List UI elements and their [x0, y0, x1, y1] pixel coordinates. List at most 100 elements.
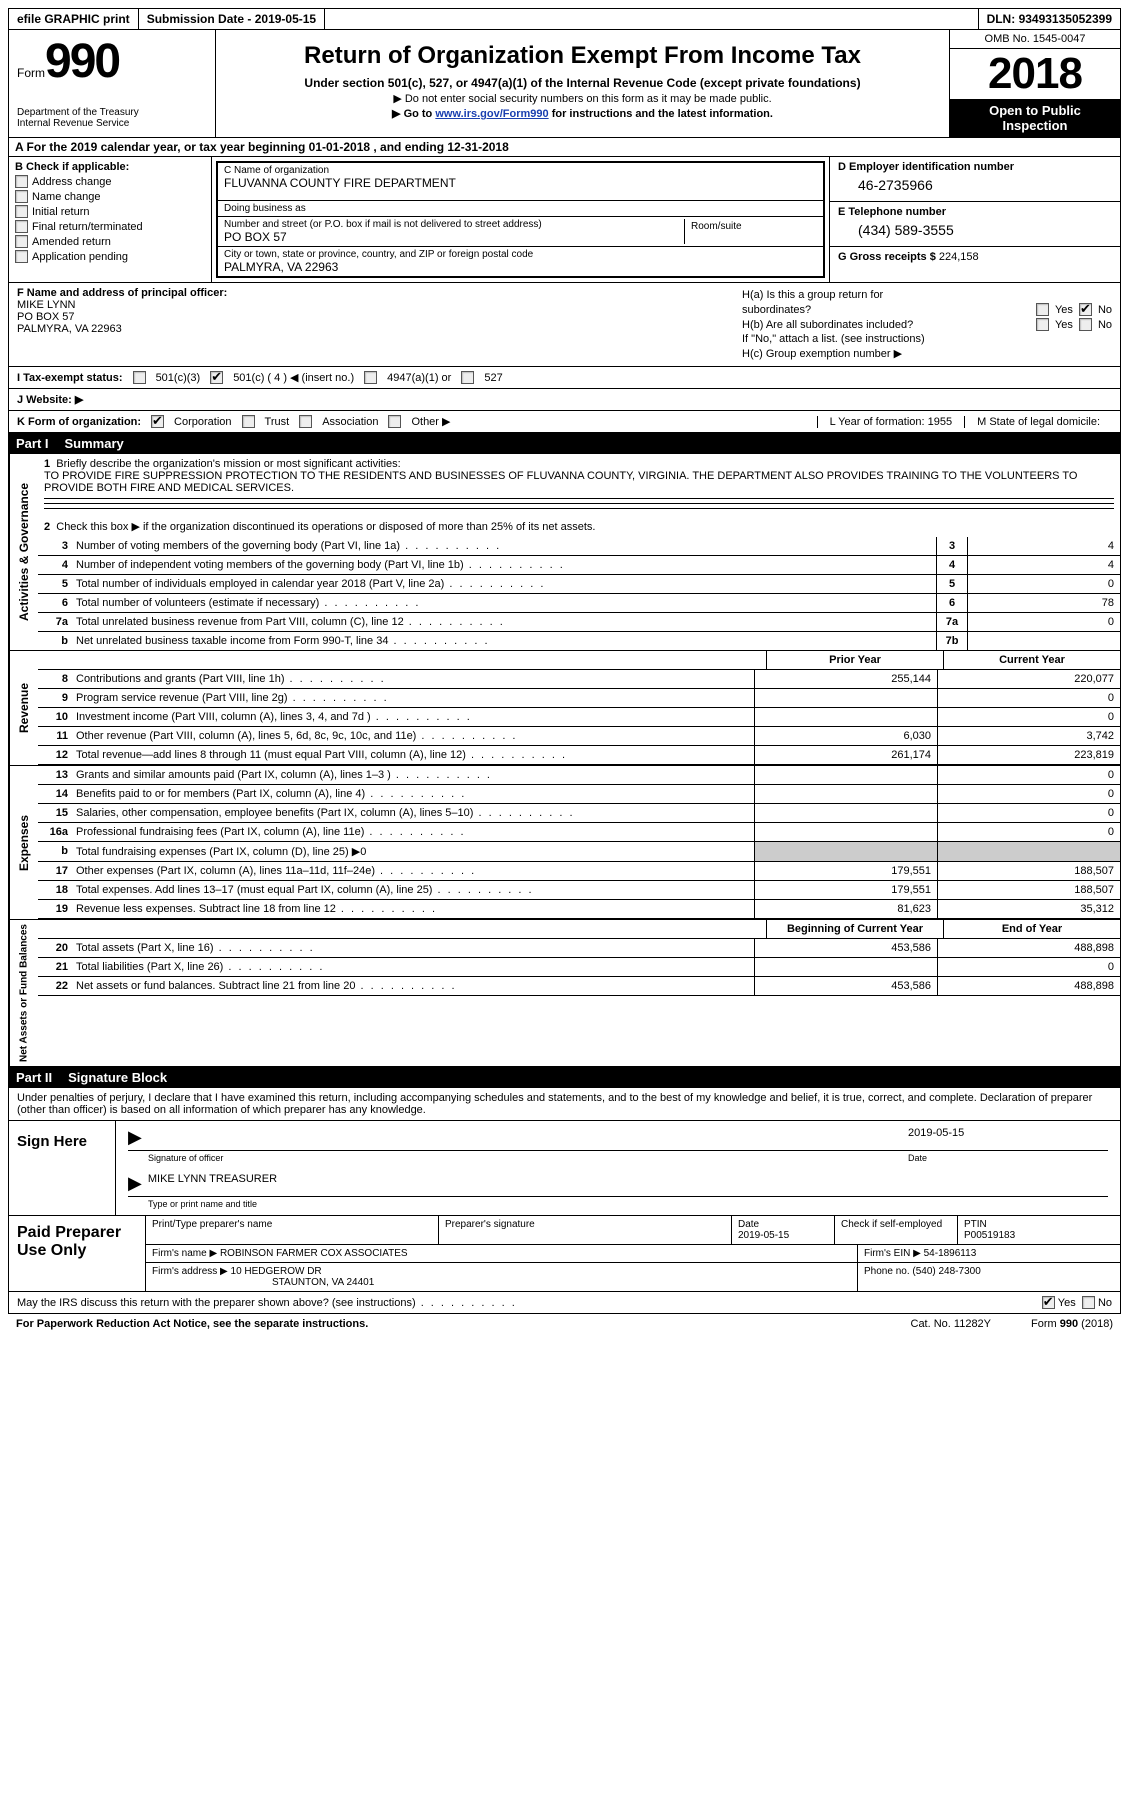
- summary-line-15: 15 Salaries, other compensation, employe…: [38, 804, 1120, 823]
- summary-line-8: 8 Contributions and grants (Part VIII, l…: [38, 670, 1120, 689]
- discuss-no-checkbox[interactable]: [1082, 1296, 1095, 1309]
- cb-527[interactable]: [461, 371, 474, 384]
- cb-4947[interactable]: [364, 371, 377, 384]
- org-box: C Name of organization FLUVANNA COUNTY F…: [216, 161, 825, 278]
- cb-final-return[interactable]: Final return/terminated: [15, 220, 205, 233]
- dept-irs: Internal Revenue Service: [17, 118, 207, 129]
- firm-phone: Phone no. (540) 248-7300: [858, 1263, 1120, 1291]
- i-label: I Tax-exempt status:: [17, 372, 123, 384]
- ha-label: H(a) Is this a group return for: [742, 289, 883, 301]
- gross-value: 224,158: [939, 251, 979, 263]
- firm-address: Firm's address ▶ 10 HEDGEROW DR STAUNTON…: [146, 1263, 858, 1291]
- hb-no-checkbox[interactable]: [1079, 318, 1092, 331]
- mission-label: Briefly describe the organization's miss…: [56, 458, 400, 470]
- officer-name: MIKE LYNN: [17, 299, 726, 311]
- summary-line-b: b Total fundraising expenses (Part IX, c…: [38, 842, 1120, 862]
- cb-amended-return[interactable]: Amended return: [15, 235, 205, 248]
- b-header: B Check if applicable:: [15, 161, 205, 173]
- summary-line-5: 5 Total number of individuals employed i…: [38, 575, 1120, 594]
- form-header: Form 990 Department of the Treasury Inte…: [8, 30, 1121, 138]
- block-bcd: B Check if applicable: Address change Na…: [8, 157, 1121, 283]
- cb-name-change[interactable]: Name change: [15, 190, 205, 203]
- submission-date-label: Submission Date -: [147, 12, 255, 26]
- note-link: ▶ Go to www.irs.gov/Form990 for instruct…: [224, 107, 941, 120]
- top-bar: efile GRAPHIC print Submission Date - 20…: [8, 8, 1121, 30]
- gross-label: G Gross receipts $: [838, 251, 939, 263]
- vtab-expenses: Expenses: [9, 766, 38, 919]
- sign-here-label: Sign Here: [9, 1121, 116, 1215]
- submission-date: Submission Date - 2019-05-15: [139, 9, 325, 29]
- prep-check: Check if self-employed: [835, 1216, 958, 1244]
- cb-trust[interactable]: [242, 415, 255, 428]
- hb-yes-checkbox[interactable]: [1036, 318, 1049, 331]
- hc-label: H(c) Group exemption number ▶: [742, 347, 902, 360]
- summary-line-b: b Net unrelated business taxable income …: [38, 632, 1120, 650]
- summary-line-6: 6 Total number of volunteers (estimate i…: [38, 594, 1120, 613]
- summary-line-11: 11 Other revenue (Part VIII, column (A),…: [38, 727, 1120, 746]
- spacer: [325, 9, 978, 29]
- type-print-label: Type or print name and title: [128, 1199, 1108, 1209]
- line-1: 1 Briefly describe the organization's mi…: [38, 454, 1120, 516]
- cb-application-pending[interactable]: Application pending: [15, 250, 205, 263]
- column-f: F Name and address of principal officer:…: [9, 283, 734, 366]
- net-header: Beginning of Current Year End of Year: [38, 920, 1120, 939]
- ha-yes-checkbox[interactable]: [1036, 303, 1049, 316]
- prep-name-label: Print/Type preparer's name: [146, 1216, 439, 1244]
- street-value: PO BOX 57: [224, 230, 684, 244]
- line-a: A For the 2019 calendar year, or tax yea…: [8, 138, 1121, 157]
- irs-link[interactable]: www.irs.gov/Form990: [435, 108, 548, 120]
- summary-governance: Activities & Governance 1 Briefly descri…: [8, 454, 1121, 651]
- cb-association[interactable]: [299, 415, 312, 428]
- cb-501c[interactable]: [210, 371, 223, 384]
- dln-value: 93493135052399: [1019, 12, 1112, 26]
- hdr-prior: Prior Year: [766, 651, 943, 669]
- sig-officer-label: Signature of officer: [128, 1153, 908, 1163]
- vtab-governance: Activities & Governance: [9, 454, 38, 650]
- vtab-net: Net Assets or Fund Balances: [9, 920, 38, 1066]
- footer: For Paperwork Reduction Act Notice, see …: [8, 1314, 1121, 1334]
- summary-line-17: 17 Other expenses (Part IX, column (A), …: [38, 862, 1120, 881]
- part-2-num: Part II: [16, 1070, 52, 1085]
- summary-expenses: Expenses 13 Grants and similar amounts p…: [8, 766, 1121, 920]
- cb-501c3[interactable]: [133, 371, 146, 384]
- form-title: Return of Organization Exempt From Incom…: [224, 42, 941, 70]
- part-1-num: Part I: [16, 436, 49, 451]
- m-state-domicile: M State of legal domicile:: [964, 416, 1112, 428]
- cb-initial-return[interactable]: Initial return: [15, 205, 205, 218]
- hb-label: H(b) Are all subordinates included?: [742, 319, 1030, 331]
- note-link-pre: ▶ Go to: [392, 108, 435, 120]
- l-year-formation: L Year of formation: 1955: [817, 416, 965, 428]
- cb-other[interactable]: [388, 415, 401, 428]
- room-suite: Room/suite: [685, 219, 817, 244]
- officer-street: PO BOX 57: [17, 311, 726, 323]
- officer-name-title: MIKE LYNN TREASURER: [148, 1173, 277, 1194]
- part-2-title: Signature Block: [68, 1070, 167, 1085]
- summary-line-12: 12 Total revenue—add lines 8 through 11 …: [38, 746, 1120, 765]
- footer-paperwork: For Paperwork Reduction Act Notice, see …: [16, 1318, 368, 1330]
- discuss-row: May the IRS discuss this return with the…: [9, 1291, 1120, 1313]
- discuss-yes-checkbox[interactable]: [1042, 1296, 1055, 1309]
- hdr-end: End of Year: [943, 920, 1120, 938]
- street-label: Number and street (or P.O. box if mail i…: [224, 219, 684, 230]
- org-name: FLUVANNA COUNTY FIRE DEPARTMENT: [224, 176, 817, 190]
- cb-address-change[interactable]: Address change: [15, 175, 205, 188]
- header-center: Return of Organization Exempt From Incom…: [216, 30, 949, 137]
- prep-sig-label: Preparer's signature: [439, 1216, 732, 1244]
- summary-line-3: 3 Number of voting members of the govern…: [38, 537, 1120, 556]
- row-j: J Website: ▶: [8, 389, 1121, 411]
- omb-number: OMB No. 1545-0047: [950, 30, 1120, 49]
- column-c: C Name of organization FLUVANNA COUNTY F…: [211, 157, 829, 282]
- summary-line-18: 18 Total expenses. Add lines 13–17 (must…: [38, 881, 1120, 900]
- j-label: J Website: ▶: [17, 393, 83, 406]
- phone-value: (434) 589-3555: [838, 218, 1112, 242]
- cb-corporation[interactable]: [151, 415, 164, 428]
- row-k: K Form of organization: Corporation Trus…: [8, 411, 1121, 433]
- city-value: PALMYRA, VA 22963: [224, 260, 817, 274]
- line-2: 2 Check this box ▶ if the organization d…: [38, 516, 1120, 537]
- footer-form: Form 990 (2018): [1031, 1318, 1113, 1330]
- ha-no-checkbox[interactable]: [1079, 303, 1092, 316]
- form-subtitle: Under section 501(c), 527, or 4947(a)(1)…: [224, 76, 941, 90]
- hb-note: If "No," attach a list. (see instruction…: [742, 333, 925, 345]
- sig-date: 2019-05-15: [908, 1127, 1108, 1148]
- mission-text: TO PROVIDE FIRE SUPPRESSION PROTECTION T…: [44, 470, 1114, 494]
